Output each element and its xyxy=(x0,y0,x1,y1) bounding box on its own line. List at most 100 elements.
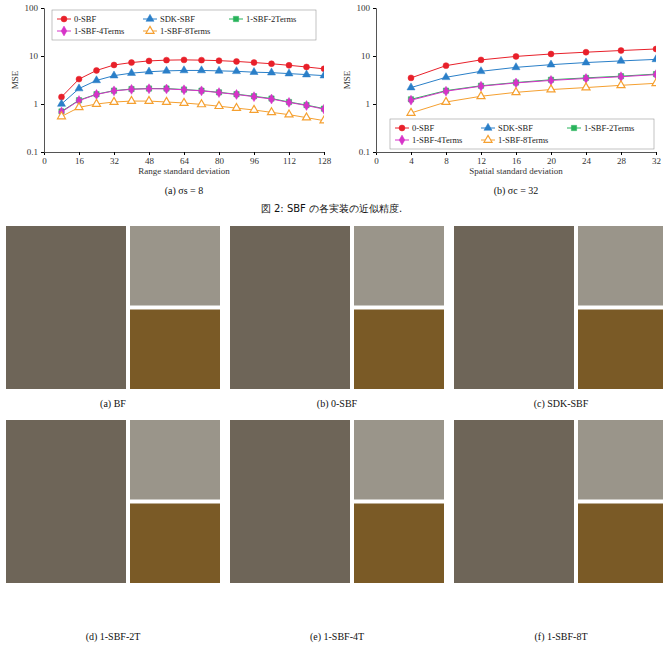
data-point xyxy=(215,102,223,109)
photo xyxy=(6,420,126,583)
data-point xyxy=(304,101,310,111)
x-axis-title: Spatial standard deviation xyxy=(469,166,563,176)
data-point xyxy=(617,81,625,88)
x-tick: 20 xyxy=(547,152,557,166)
data-point xyxy=(285,69,293,76)
data-point xyxy=(234,90,240,100)
data-point xyxy=(267,108,275,115)
photo xyxy=(578,310,663,390)
figure-caption: 図 2: SBF の各実装の近似精度. xyxy=(261,203,402,214)
tick-mark xyxy=(41,152,44,153)
data-point xyxy=(513,78,519,88)
y-tick: 0.1 xyxy=(359,147,376,157)
photo xyxy=(354,504,444,584)
tick-label: 64 xyxy=(180,156,190,166)
image-panel: (a) BF xyxy=(6,226,220,410)
legend-symbol xyxy=(61,16,67,22)
data-point xyxy=(269,61,275,67)
tick-label: 100 xyxy=(25,3,39,13)
data-point xyxy=(129,60,135,66)
x-tick: 80 xyxy=(215,152,225,166)
axis-line xyxy=(45,153,325,156)
legend-symbol xyxy=(399,135,405,145)
x-axis-title: Range standard deviation xyxy=(138,166,230,176)
data-point xyxy=(75,84,83,91)
data-point xyxy=(181,57,187,63)
tick-label: 96 xyxy=(250,156,260,166)
data-point xyxy=(110,97,118,104)
data-point xyxy=(199,57,205,63)
x-tick: 64 xyxy=(180,152,190,166)
series-line xyxy=(62,89,325,112)
data-point xyxy=(512,63,520,70)
data-point xyxy=(94,67,100,73)
x-tick: 128 xyxy=(318,152,332,166)
y-tick: 10 xyxy=(29,51,44,61)
tick-label: 112 xyxy=(283,156,296,166)
data-point xyxy=(94,90,100,100)
x-tick: 32 xyxy=(652,152,661,166)
x-tick: 4 xyxy=(409,152,414,166)
legend-item: 0-SBF xyxy=(395,123,434,133)
data-point xyxy=(232,103,240,110)
data-point xyxy=(164,57,170,63)
x-tick: 24 xyxy=(582,152,592,166)
data-point xyxy=(320,71,324,78)
tick-label: 32 xyxy=(110,156,119,166)
axis-line xyxy=(377,153,657,156)
tick-mark xyxy=(373,56,376,57)
data-point xyxy=(127,96,135,103)
data-point xyxy=(197,66,205,73)
tick-label: 20 xyxy=(547,156,557,166)
data-point xyxy=(162,97,170,104)
data-point xyxy=(75,103,83,110)
data-point xyxy=(127,68,135,75)
data-point xyxy=(443,63,449,69)
legend-symbol xyxy=(484,135,492,142)
y-tick: 100 xyxy=(357,3,377,13)
data-point xyxy=(92,76,100,83)
image-panel: (e) 1-SBF-4T xyxy=(230,420,444,643)
photo xyxy=(130,420,220,500)
tick-mark xyxy=(656,152,657,155)
data-point xyxy=(111,86,117,96)
legend-symbol xyxy=(146,26,154,33)
panel-caption: (f) 1-SBF-8T xyxy=(534,631,587,643)
tick-mark xyxy=(551,152,552,155)
x-tick: 48 xyxy=(145,152,155,166)
data-point xyxy=(164,84,170,94)
y-tick: 1 xyxy=(366,99,377,109)
data-point xyxy=(162,66,170,73)
x-tick: 96 xyxy=(250,152,260,166)
data-point xyxy=(407,108,415,115)
tick-label: 16 xyxy=(75,156,85,166)
data-point xyxy=(407,83,415,90)
legend-item: 1-SBF-2Terms xyxy=(229,14,296,24)
x-tick: 12 xyxy=(477,152,486,166)
tick-mark xyxy=(41,56,44,57)
legend-label: SDK-SBF xyxy=(498,123,533,133)
subcaption: (b) σc = 32 xyxy=(494,185,539,197)
photo xyxy=(230,226,350,389)
data-point xyxy=(197,100,205,107)
tick-label: 32 xyxy=(652,156,661,166)
series-line xyxy=(62,70,325,104)
data-point xyxy=(408,75,414,81)
data-point xyxy=(477,92,485,99)
tick-label: 24 xyxy=(582,156,592,166)
tick-mark xyxy=(149,152,150,155)
legend-label: 1-SBF-4Terms xyxy=(74,26,124,36)
data-point xyxy=(216,58,222,64)
x-tick: 112 xyxy=(283,152,296,166)
data-point xyxy=(232,67,240,74)
plot-area xyxy=(407,46,656,115)
tick-mark xyxy=(324,152,325,155)
axis-line xyxy=(41,9,45,153)
x-tick: 0 xyxy=(374,152,379,166)
panel-caption: (d) 1-SBF-2T xyxy=(86,631,141,643)
tick-label: 1 xyxy=(34,99,39,109)
photo xyxy=(130,310,220,390)
x-tick: 28 xyxy=(617,152,627,166)
tick-label: 28 xyxy=(617,156,627,166)
tick-label: 10 xyxy=(361,51,371,61)
